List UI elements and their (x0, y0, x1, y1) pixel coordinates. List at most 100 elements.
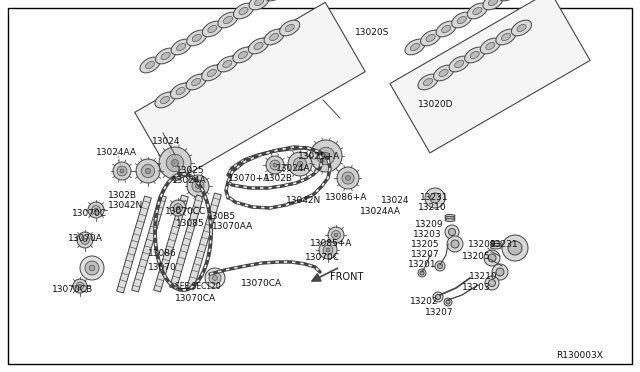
Ellipse shape (405, 39, 425, 55)
Text: 13210: 13210 (469, 272, 498, 281)
Text: 13024: 13024 (152, 137, 180, 146)
Circle shape (332, 231, 340, 240)
Text: 13070AA: 13070AA (212, 222, 253, 231)
Ellipse shape (161, 96, 170, 104)
Text: 13203: 13203 (413, 230, 442, 239)
Ellipse shape (454, 60, 464, 68)
Text: 13085+A: 13085+A (310, 239, 353, 248)
Circle shape (77, 232, 93, 248)
Ellipse shape (156, 48, 175, 64)
Ellipse shape (420, 30, 441, 46)
Circle shape (492, 264, 508, 280)
Text: 13024AA: 13024AA (96, 148, 137, 157)
Circle shape (120, 169, 124, 173)
Ellipse shape (249, 0, 269, 10)
Circle shape (173, 203, 182, 212)
Ellipse shape (155, 92, 175, 108)
Text: 13024: 13024 (381, 196, 410, 205)
Circle shape (145, 169, 150, 174)
Ellipse shape (418, 74, 438, 90)
Ellipse shape (285, 25, 294, 32)
Ellipse shape (223, 60, 232, 68)
Text: 13231: 13231 (490, 240, 518, 249)
Text: 13086+A: 13086+A (325, 193, 367, 202)
Circle shape (326, 248, 330, 252)
Circle shape (79, 285, 81, 288)
Circle shape (484, 250, 500, 266)
Circle shape (288, 152, 312, 176)
Circle shape (266, 156, 284, 174)
Text: 13070+A: 13070+A (228, 174, 270, 183)
Text: 13070CC: 13070CC (165, 207, 206, 216)
Circle shape (141, 164, 155, 177)
Circle shape (196, 183, 200, 189)
Text: 13086: 13086 (148, 249, 177, 258)
Circle shape (508, 241, 522, 255)
Circle shape (342, 172, 354, 184)
Circle shape (81, 235, 90, 244)
Ellipse shape (218, 12, 238, 28)
Text: 13231: 13231 (420, 193, 449, 202)
Text: R130003X: R130003X (556, 351, 603, 360)
Circle shape (205, 268, 225, 288)
Circle shape (447, 236, 463, 252)
Polygon shape (132, 195, 166, 292)
Circle shape (89, 265, 95, 271)
Polygon shape (135, 2, 365, 182)
Circle shape (451, 240, 459, 248)
Polygon shape (154, 195, 188, 292)
Circle shape (159, 147, 191, 179)
Text: 13020D: 13020D (418, 100, 454, 109)
Circle shape (485, 276, 499, 290)
Circle shape (435, 295, 440, 299)
Circle shape (170, 200, 186, 216)
Circle shape (323, 245, 333, 255)
Circle shape (317, 147, 335, 165)
Circle shape (445, 225, 459, 239)
Ellipse shape (449, 56, 469, 72)
Circle shape (310, 140, 342, 172)
Ellipse shape (218, 56, 237, 72)
Circle shape (502, 235, 528, 261)
Ellipse shape (265, 0, 285, 1)
Ellipse shape (171, 39, 191, 55)
Circle shape (209, 272, 221, 284)
Circle shape (83, 238, 87, 242)
Text: 13024A: 13024A (172, 176, 207, 185)
Ellipse shape (202, 65, 222, 81)
Circle shape (113, 162, 131, 180)
Circle shape (328, 227, 344, 243)
Ellipse shape (433, 65, 454, 81)
Text: 13070C: 13070C (305, 253, 340, 262)
Ellipse shape (233, 47, 253, 63)
Ellipse shape (490, 243, 502, 247)
Circle shape (298, 161, 303, 167)
Circle shape (176, 206, 180, 210)
Circle shape (94, 208, 98, 212)
Text: FRONT: FRONT (330, 272, 364, 282)
Text: 13210: 13210 (418, 203, 447, 212)
Circle shape (166, 154, 184, 172)
Ellipse shape (436, 21, 456, 37)
Circle shape (88, 202, 104, 218)
Ellipse shape (145, 61, 155, 68)
Ellipse shape (457, 16, 467, 23)
Ellipse shape (499, 0, 518, 1)
Ellipse shape (191, 78, 201, 86)
Ellipse shape (202, 21, 223, 37)
Ellipse shape (490, 246, 502, 249)
Text: 13025+A: 13025+A (298, 152, 340, 161)
Circle shape (418, 269, 426, 277)
Circle shape (435, 261, 445, 271)
Text: SEE SEC120: SEE SEC120 (175, 282, 221, 291)
Text: 13070CB: 13070CB (52, 285, 93, 294)
Text: 13042N: 13042N (108, 201, 143, 210)
Circle shape (334, 233, 338, 237)
Circle shape (73, 279, 87, 293)
Ellipse shape (465, 47, 485, 63)
Circle shape (187, 175, 209, 197)
Circle shape (92, 206, 100, 214)
Text: 13209: 13209 (468, 240, 497, 249)
Ellipse shape (445, 215, 455, 217)
Circle shape (323, 153, 330, 160)
